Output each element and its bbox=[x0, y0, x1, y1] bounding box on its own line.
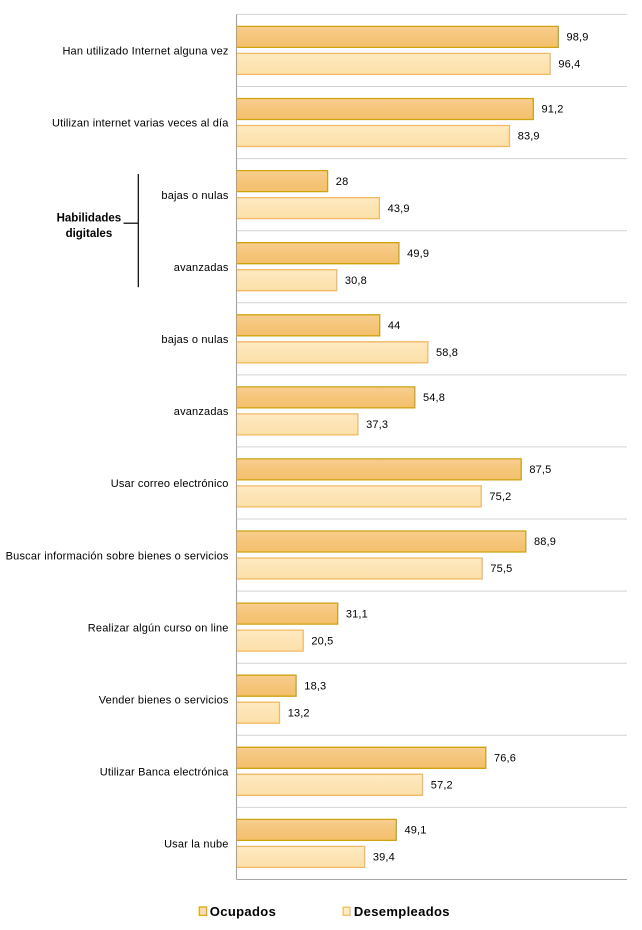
svg-text:Usar la nube: Usar la nube bbox=[164, 839, 229, 851]
svg-text:44: 44 bbox=[388, 320, 401, 332]
svg-text:digitales: digitales bbox=[66, 228, 113, 240]
svg-text:49,1: 49,1 bbox=[405, 825, 427, 837]
svg-text:28: 28 bbox=[336, 176, 349, 188]
svg-text:Vender bienes o servicios: Vender bienes o servicios bbox=[99, 695, 229, 707]
svg-text:43,9: 43,9 bbox=[388, 203, 410, 215]
svg-text:83,9: 83,9 bbox=[518, 131, 540, 143]
svg-text:Habilidades: Habilidades bbox=[57, 213, 122, 225]
svg-text:13,2: 13,2 bbox=[288, 707, 310, 719]
svg-text:Utilizan internet varias veces: Utilizan internet varias veces al día bbox=[52, 118, 229, 130]
svg-text:Ocupados: Ocupados bbox=[210, 904, 276, 919]
svg-text:avanzadas: avanzadas bbox=[174, 262, 229, 274]
svg-text:30,8: 30,8 bbox=[345, 275, 367, 287]
svg-text:76,6: 76,6 bbox=[494, 753, 516, 765]
svg-text:Han utilizado Internet alguna: Han utilizado Internet alguna vez bbox=[62, 46, 228, 58]
svg-text:57,2: 57,2 bbox=[431, 780, 453, 792]
svg-text:58,8: 58,8 bbox=[436, 347, 458, 359]
svg-text:18,3: 18,3 bbox=[304, 680, 326, 692]
svg-text:Desempleados: Desempleados bbox=[354, 904, 450, 919]
svg-text:bajas o nulas: bajas o nulas bbox=[161, 334, 228, 346]
svg-text:75,2: 75,2 bbox=[489, 491, 511, 503]
svg-text:75,5: 75,5 bbox=[490, 563, 512, 575]
svg-text:96,4: 96,4 bbox=[558, 59, 580, 71]
svg-text:39,4: 39,4 bbox=[373, 852, 395, 864]
svg-text:Realizar algún curso on line: Realizar algún curso on line bbox=[88, 622, 229, 634]
svg-text:avanzadas: avanzadas bbox=[174, 406, 229, 418]
svg-text:20,5: 20,5 bbox=[311, 635, 333, 647]
svg-text:Usar correo electrónico: Usar correo electrónico bbox=[111, 478, 229, 490]
svg-text:37,3: 37,3 bbox=[366, 419, 388, 431]
svg-text:91,2: 91,2 bbox=[542, 104, 564, 116]
svg-text:31,1: 31,1 bbox=[346, 608, 368, 620]
svg-text:98,9: 98,9 bbox=[567, 32, 589, 44]
svg-text:88,9: 88,9 bbox=[534, 536, 556, 548]
svg-text:Buscar información sobre biene: Buscar información sobre bienes o servic… bbox=[6, 550, 229, 562]
svg-text:bajas o nulas: bajas o nulas bbox=[161, 190, 228, 202]
svg-text:54,8: 54,8 bbox=[423, 392, 445, 404]
svg-text:49,9: 49,9 bbox=[407, 248, 429, 260]
svg-text:87,5: 87,5 bbox=[529, 464, 551, 476]
svg-text:Utilizar Banca electrónica: Utilizar Banca electrónica bbox=[100, 767, 229, 779]
